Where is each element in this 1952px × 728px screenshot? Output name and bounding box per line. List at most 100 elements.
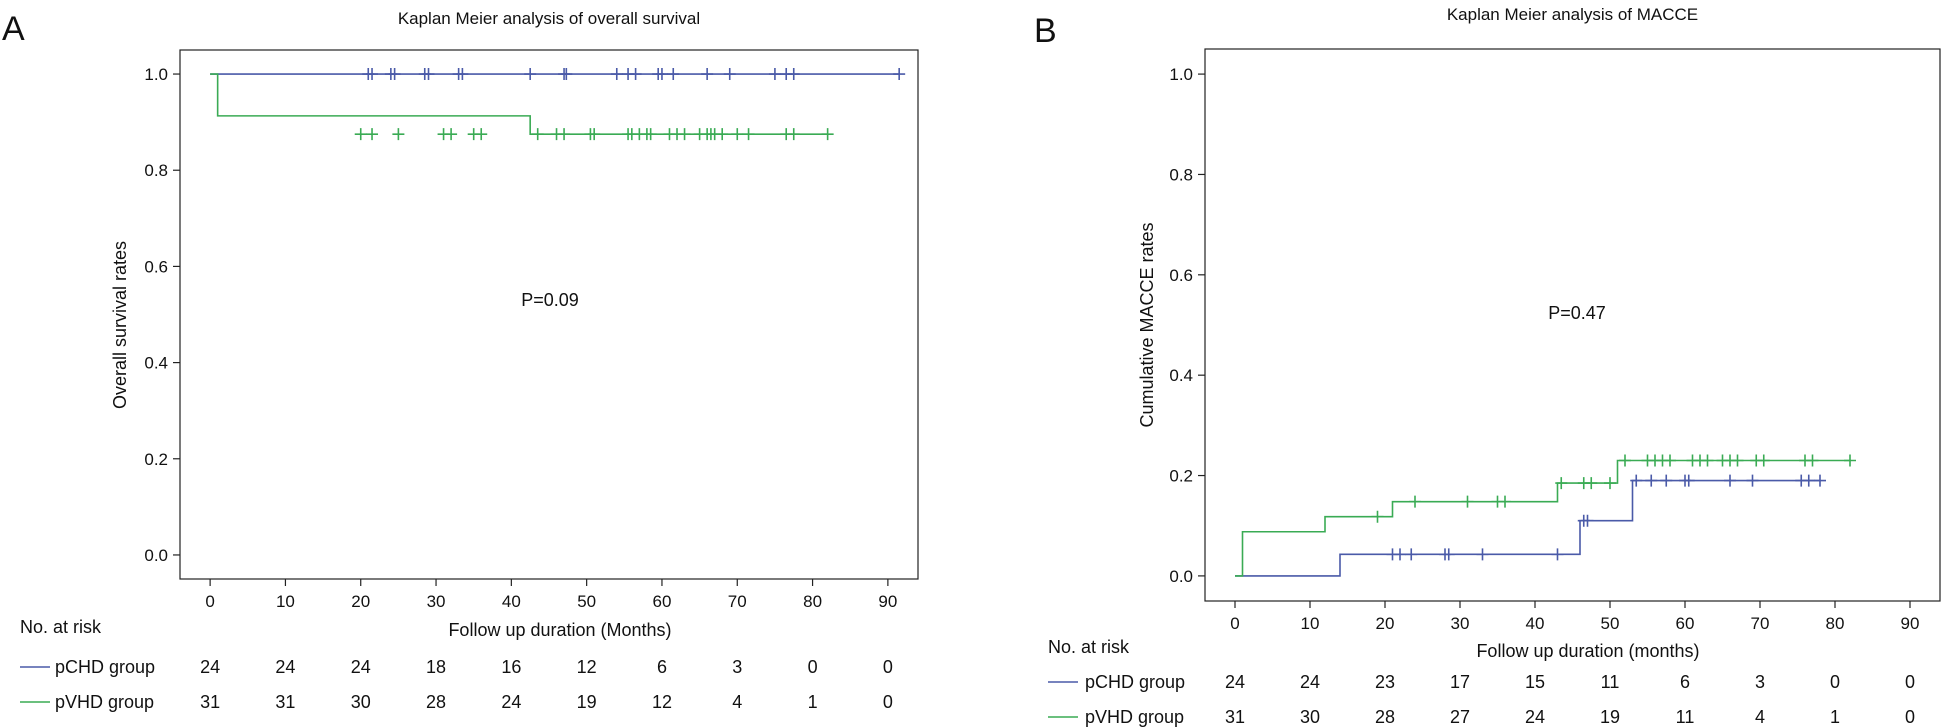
risk-count: 0 xyxy=(883,692,893,712)
chart-title: Kaplan Meier analysis of overall surviva… xyxy=(398,9,700,28)
risk-count: 0 xyxy=(1905,707,1915,727)
y-axis-label: Cumulative MACCE rates xyxy=(1137,222,1157,427)
censor-mark xyxy=(667,68,680,81)
y-tick-label: 0.0 xyxy=(1169,567,1193,586)
risk-count: 11 xyxy=(1676,707,1695,727)
x-tick-label: 70 xyxy=(1751,614,1770,633)
risk-count: 24 xyxy=(1225,672,1245,692)
y-tick-label: 0.4 xyxy=(1169,366,1193,385)
risk-count: 12 xyxy=(577,657,597,677)
risk-count: 0 xyxy=(808,657,818,677)
censor-mark xyxy=(1371,510,1384,523)
panel-a: A Kaplan Meier analysis of overall surviv… xyxy=(2,9,919,712)
y-tick-label: 0.6 xyxy=(144,257,168,276)
y-axis-label: Overall survival rates xyxy=(110,241,130,409)
panel-letter: A xyxy=(2,10,25,48)
risk-count: 18 xyxy=(426,657,446,677)
x-tick-label: 20 xyxy=(351,592,370,611)
censor-mark xyxy=(768,68,781,81)
panel-b: B Kaplan Meier analysis of MACCE 0.0 0.2 0.4… xyxy=(1034,5,1941,727)
p-value-annotation: P=0.47 xyxy=(1548,303,1606,323)
risk-count: 6 xyxy=(657,657,667,677)
risk-count: 24 xyxy=(501,692,521,712)
censor-mark xyxy=(1682,474,1695,487)
censor-mark xyxy=(388,68,401,81)
x-tick-label: 80 xyxy=(1826,614,1845,633)
x-tick-label: 40 xyxy=(502,592,521,611)
y-tick-label: 0.2 xyxy=(1169,467,1193,486)
risk-count: 3 xyxy=(732,657,742,677)
risk-count: 30 xyxy=(351,692,371,712)
risk-count: 31 xyxy=(200,692,220,712)
censor-mark xyxy=(1604,477,1616,490)
risk-count: 30 xyxy=(1300,707,1320,727)
y-tick-label: 0.4 xyxy=(144,354,168,373)
y-tick-label: 0.6 xyxy=(1169,266,1193,285)
censor-mark xyxy=(723,68,736,81)
censor-mark xyxy=(366,68,379,81)
censor-mark xyxy=(893,68,906,81)
censor-mark xyxy=(701,68,714,81)
risk-count: 24 xyxy=(275,657,295,677)
risk-count: 1 xyxy=(808,692,818,712)
censor-mark xyxy=(1405,548,1418,561)
censor-mark xyxy=(731,128,744,141)
risk-count: 24 xyxy=(351,657,371,677)
censor-mark xyxy=(1731,454,1744,467)
censor-mark xyxy=(1409,495,1421,508)
risk-count: 24 xyxy=(1300,672,1320,692)
x-tick-label: 70 xyxy=(728,592,747,611)
censor-mark xyxy=(1630,474,1643,487)
risk-row-label: pCHD group xyxy=(55,657,155,677)
censor-mark xyxy=(1555,477,1568,490)
risk-row-label: pCHD group xyxy=(1085,672,1185,692)
y-tick-label: 0.8 xyxy=(144,161,168,180)
censor-mark xyxy=(787,128,800,141)
censor-mark xyxy=(1619,454,1631,467)
plot-frame xyxy=(179,49,919,580)
censor-mark xyxy=(655,68,668,81)
censor-mark xyxy=(1814,474,1826,487)
censor-mark xyxy=(456,68,469,81)
x-tick-label: 30 xyxy=(427,592,446,611)
risk-table-header: No. at risk xyxy=(20,617,102,637)
risk-count: 28 xyxy=(426,692,446,712)
risk-count: 3 xyxy=(1755,672,1765,692)
censor-mark xyxy=(588,128,601,141)
survival-curve-pvhd xyxy=(1235,459,1850,577)
censor-mark xyxy=(1645,474,1658,487)
risk-count: 24 xyxy=(200,657,220,677)
p-value-annotation: P=0.09 xyxy=(521,290,579,310)
censor-mark xyxy=(1746,474,1759,487)
risk-count: 12 xyxy=(652,692,672,712)
panel-letter: B xyxy=(1034,12,1057,50)
risk-count: 16 xyxy=(501,657,521,677)
censor-mark xyxy=(644,128,657,141)
risk-count: 24 xyxy=(1525,707,1545,727)
risk-count: 17 xyxy=(1450,672,1470,692)
x-tick-label: 0 xyxy=(205,592,214,611)
risk-count: 4 xyxy=(1755,707,1765,727)
risk-count: 0 xyxy=(1905,672,1915,692)
censor-mark xyxy=(610,68,623,81)
censor-mark xyxy=(475,128,488,141)
censor-mark xyxy=(1844,454,1856,467)
risk-count: 15 xyxy=(1525,672,1545,692)
x-axis-label: Follow up duration (months) xyxy=(1476,641,1699,661)
censor-mark xyxy=(558,128,571,141)
censor-mark xyxy=(678,128,691,141)
y-tick-label: 1.0 xyxy=(144,65,168,84)
censor-mark xyxy=(629,68,642,81)
risk-count: 31 xyxy=(275,692,295,712)
x-tick-label: 50 xyxy=(1601,614,1620,633)
y-tick-label: 0.0 xyxy=(144,546,168,565)
censor-mark xyxy=(787,68,800,81)
x-tick-label: 20 xyxy=(1376,614,1395,633)
x-tick-label: 90 xyxy=(878,592,897,611)
censor-mark xyxy=(1660,474,1673,487)
censor-mark xyxy=(1664,454,1676,467)
x-tick-label: 50 xyxy=(577,592,596,611)
censor-mark xyxy=(1757,454,1770,467)
x-tick-label: 0 xyxy=(1230,614,1239,633)
